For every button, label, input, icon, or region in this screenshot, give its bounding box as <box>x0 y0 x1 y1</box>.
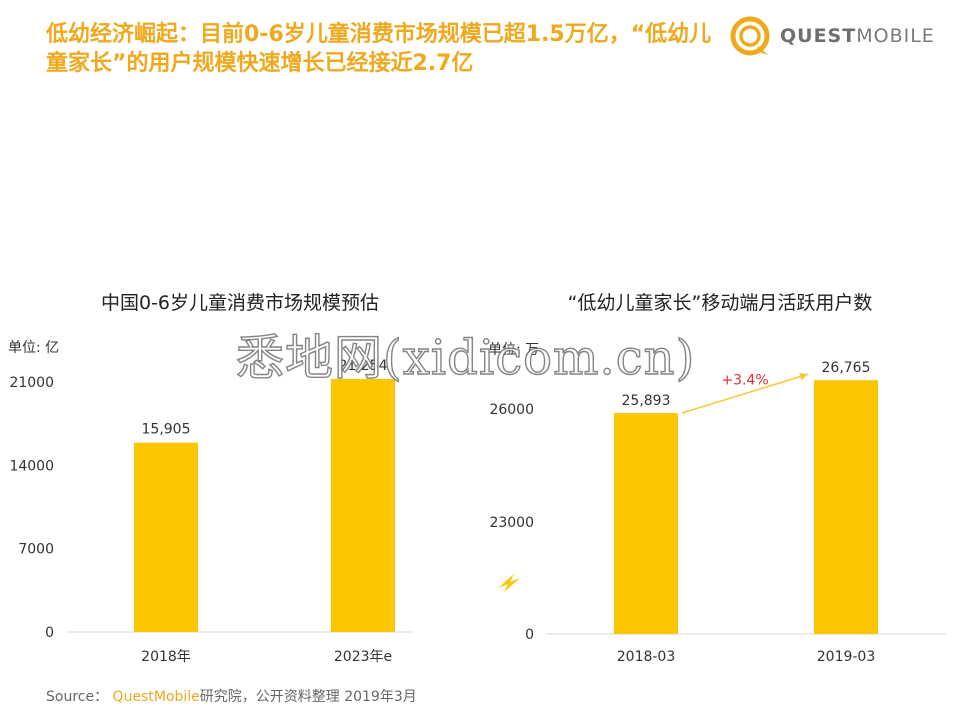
y-tick-label: 23000 <box>489 515 534 531</box>
source-note: Source： QuestMobile研究院，公开资料整理 2019年3月 <box>46 686 417 706</box>
source-label: Source： <box>46 689 109 705</box>
chart-title: 中国0-6岁儿童消费市场规模预估 <box>101 292 379 314</box>
bar <box>814 380 878 634</box>
chart-title: “低幼儿童家长”移动端月活跃用户数 <box>568 292 873 314</box>
bar-value-label: 26,765 <box>822 360 871 376</box>
y-unit-label: 单位: 万 <box>488 342 539 358</box>
page-headline: 低幼经济崛起：目前0-6岁儿童消费市场规模已超1.5万亿，“低幼儿童家长”的用户… <box>46 22 712 76</box>
y-tick-label: 21000 <box>9 375 54 391</box>
source-text: 研究院，公开资料整理 2019年3月 <box>199 689 417 705</box>
growth-arrow-line <box>681 373 809 414</box>
source-brand: QuestMobile <box>112 689 200 705</box>
y-unit-label: 单位: 亿 <box>8 340 59 356</box>
bar <box>331 378 395 632</box>
y-tick-label: 26000 <box>489 402 534 418</box>
bar-value-label: 25,893 <box>622 393 671 409</box>
y-tick-label: 14000 <box>9 458 54 474</box>
watermark-text: 悉地网(xidicom.cn) <box>235 329 696 386</box>
x-tick-label: 2023年e <box>334 649 392 665</box>
x-tick-label: 2018-03 <box>617 649 676 665</box>
bar <box>134 442 198 632</box>
axis-break-icon <box>498 574 520 592</box>
logo-wordmark: QUESTMOBILE <box>780 25 935 47</box>
bar <box>614 413 678 634</box>
bar-value-label: 15,905 <box>142 422 191 438</box>
growth-label: +3.4% <box>721 373 768 389</box>
bar-value-label: 21,254 <box>339 358 388 374</box>
growth-arrow-head <box>799 372 808 381</box>
y-tick-label: 0 <box>45 625 54 641</box>
y-tick-label: 0 <box>525 627 534 643</box>
x-tick-label: 2018年 <box>141 649 191 665</box>
x-tick-label: 2019-03 <box>817 649 876 665</box>
y-tick-label: 7000 <box>18 542 54 558</box>
questmobile-logo: QUESTMOBILE <box>728 14 934 58</box>
questmobile-logo-icon <box>730 16 770 56</box>
